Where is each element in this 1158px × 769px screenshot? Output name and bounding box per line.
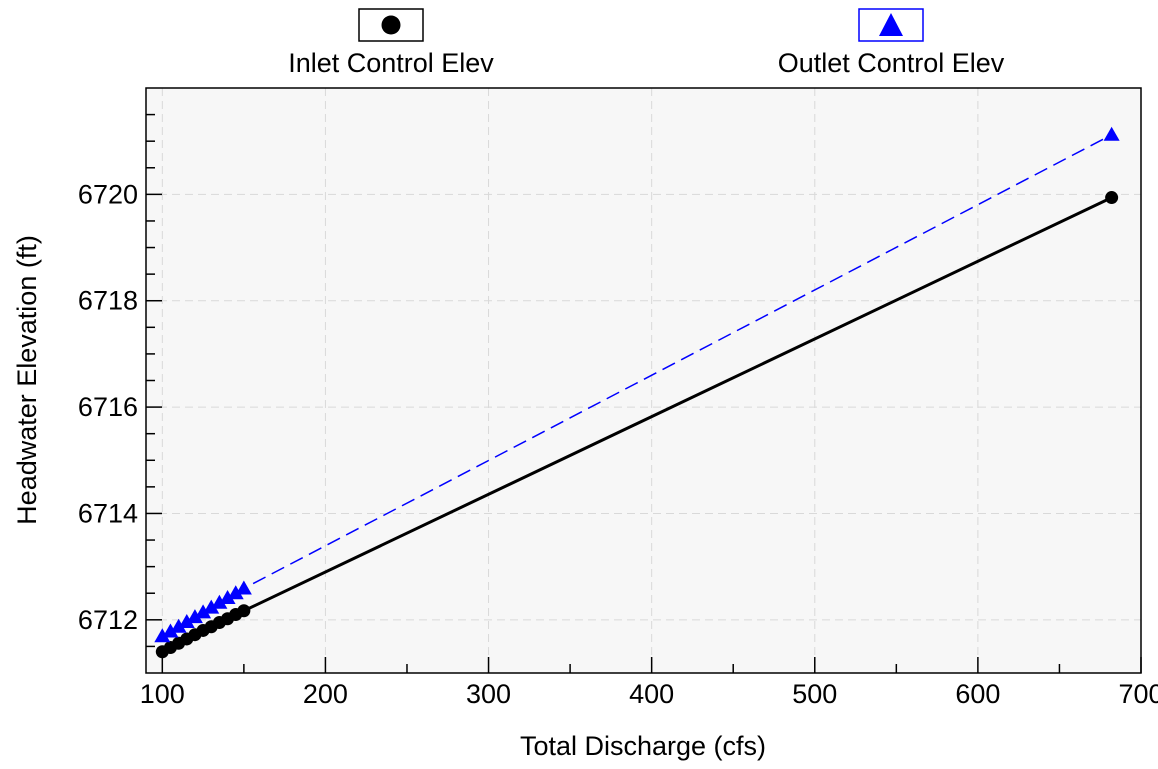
x-tick-label: 200 bbox=[303, 679, 348, 709]
x-tick-label: 500 bbox=[792, 679, 837, 709]
data-point bbox=[235, 580, 252, 595]
legend-entry-inlet: Inlet Control Elev bbox=[288, 8, 494, 78]
series-outlet-control bbox=[154, 126, 1120, 643]
x-tick-label: 600 bbox=[955, 679, 1000, 709]
series-layer bbox=[154, 126, 1120, 659]
legend: Inlet Control Elev Outlet Control Elev bbox=[288, 8, 1005, 78]
data-point bbox=[227, 585, 244, 600]
legend-label: Inlet Control Elev bbox=[288, 48, 494, 78]
legend-circle-marker-icon bbox=[381, 15, 401, 35]
data-point bbox=[211, 594, 228, 609]
x-axis-label: Total Discharge (cfs) bbox=[520, 731, 766, 761]
y-tick-label: 6720 bbox=[78, 179, 138, 209]
data-point bbox=[178, 613, 195, 628]
y-tick-label: 6716 bbox=[78, 392, 138, 422]
x-axis: 100 200 300 400 500 600 700 bbox=[140, 657, 1158, 709]
data-point bbox=[154, 628, 171, 643]
x-tick-label: 300 bbox=[466, 679, 511, 709]
y-axis: 6712 6714 6716 6718 6720 bbox=[78, 179, 162, 635]
data-point bbox=[186, 609, 203, 624]
series-inlet-control bbox=[155, 191, 1119, 659]
data-point bbox=[219, 590, 236, 605]
x-tick-label: 700 bbox=[1118, 679, 1158, 709]
x-tick-label: 100 bbox=[140, 679, 185, 709]
x-tick-label: 400 bbox=[629, 679, 674, 709]
data-point bbox=[203, 599, 220, 614]
data-point bbox=[195, 604, 212, 619]
data-point bbox=[237, 604, 251, 618]
minor-ticks bbox=[146, 113, 1061, 673]
y-axis-label: Headwater Elevation (ft) bbox=[12, 235, 42, 525]
y-tick-label: 6714 bbox=[78, 498, 138, 528]
plot-frame bbox=[145, 87, 1142, 674]
legend-entry-outlet: Outlet Control Elev bbox=[778, 8, 1005, 78]
data-point bbox=[162, 623, 179, 638]
legend-triangle-marker-icon bbox=[879, 13, 903, 36]
legend-label: Outlet Control Elev bbox=[778, 48, 1005, 78]
data-point bbox=[1105, 191, 1119, 205]
data-point bbox=[170, 618, 187, 633]
y-tick-label: 6718 bbox=[78, 286, 138, 316]
plot-background bbox=[146, 88, 1141, 673]
data-point bbox=[1103, 126, 1120, 141]
y-tick-label: 6712 bbox=[78, 605, 138, 635]
